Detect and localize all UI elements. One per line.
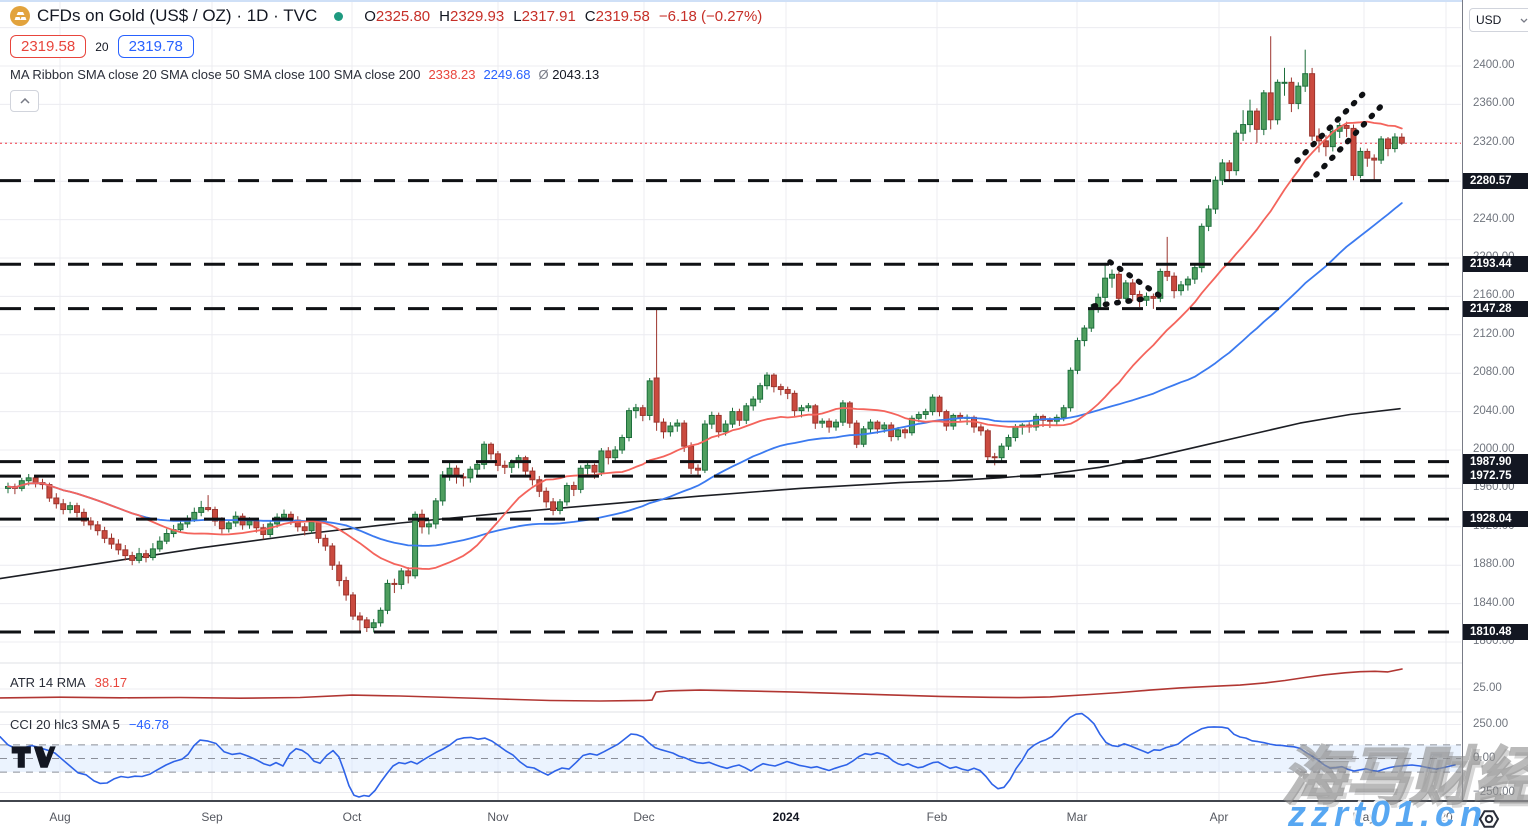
collapse-legend-button[interactable] (10, 90, 39, 112)
tradingview-logo-icon[interactable] (10, 745, 56, 777)
price-tick-label: 2160.00 (1473, 289, 1515, 302)
price-level-tag: 1928.04 (1463, 511, 1528, 528)
sma200-value: Ø 2043.13 (538, 67, 600, 82)
time-axis-label: Nov (487, 810, 509, 824)
price-level-tag: 2193.44 (1463, 256, 1528, 273)
cci-value: −46.78 (128, 717, 169, 732)
price-axis[interactable]: USD 2400.002360.002320.002240.002200.002… (1462, 0, 1528, 800)
time-axis-label: Dec (633, 810, 655, 824)
chevron-down-icon (1520, 18, 1528, 23)
ma-ribbon-label[interactable]: MA Ribbon SMA close 20 SMA close 50 SMA … (10, 67, 421, 82)
market-status-icon[interactable] (334, 11, 344, 21)
time-axis-label: Sep (201, 810, 223, 824)
cci-tick-label: 0.00 (1473, 751, 1496, 764)
price-level-tag: 2280.57 (1463, 172, 1528, 189)
pane-highlight-line (0, 0, 1462, 2)
cci-pane-legend: CCI 20 hlc3 SMA 5 −46.78 (10, 717, 169, 732)
cci-tick-label: 250.00 (1473, 717, 1509, 730)
price-tick-label: 2040.00 (1473, 404, 1515, 417)
price-level-tag: 1972.75 (1463, 468, 1528, 485)
chart-legend: CFDs on Gold (US$ / OZ) · 1D · TVC O2325… (10, 6, 762, 112)
price-tick-label: 2120.00 (1473, 327, 1515, 340)
cci-tick-label: −250.00 (1473, 785, 1515, 798)
time-axis-label: Feb (926, 810, 948, 824)
sell-button[interactable]: 2319.58 (10, 35, 87, 58)
price-tick-label: 2320.00 (1473, 135, 1515, 148)
sma50-value: 2249.68 (483, 67, 531, 82)
price-tick-label: 1960.00 (1473, 481, 1515, 494)
atr-label[interactable]: ATR 14 RMA (10, 675, 86, 690)
sma20-value: 2338.23 (428, 67, 476, 82)
symbol-title[interactable]: CFDs on Gold (US$ / OZ) · 1D · TVC (37, 6, 318, 25)
gear-icon[interactable] (1478, 808, 1500, 832)
time-axis-label: Apr (1209, 810, 1229, 824)
price-level-tag: 1810.48 (1463, 623, 1528, 640)
time-axis-label: Oct (342, 810, 362, 824)
price-tick-label: 1880.00 (1473, 558, 1515, 571)
atr-tick-label: 25.00 (1473, 682, 1502, 694)
price-level-tag: 1987.90 (1463, 453, 1528, 470)
atr-pane-legend: ATR 14 RMA 38.17 (10, 675, 127, 690)
time-axis-label: 20 (1439, 810, 1453, 824)
ohlc-values: O2325.80 H2329.93 L2317.91 C2319.58 −6.1… (364, 7, 763, 25)
time-axis-label: Mar (1066, 810, 1088, 824)
time-axis-label: May (1352, 810, 1376, 824)
price-tick-label: 2360.00 (1473, 97, 1515, 110)
candles (5, 36, 1405, 633)
chevron-up-icon (19, 98, 30, 104)
price-tick-label: 2000.00 (1473, 443, 1515, 455)
spread-value: 20 (95, 39, 109, 54)
price-tick-label: 2400.00 (1473, 59, 1515, 71)
price-change: −6.18 (−0.27%) (658, 7, 763, 25)
price-level-tag: 2147.28 (1463, 300, 1528, 317)
time-axis[interactable]: Aug Sep Oct Nov Dec 2024 Feb Mar Apr May 20 (0, 800, 1528, 832)
price-tick-label: 2240.00 (1473, 212, 1515, 225)
time-axis-label: 2024 (772, 810, 800, 824)
cci-label[interactable]: CCI 20 hlc3 SMA 5 (10, 717, 120, 732)
price-tick-label: 2080.00 (1473, 366, 1515, 379)
currency-selector[interactable]: USD (1469, 8, 1528, 32)
price-tick-label: 1840.00 (1473, 596, 1515, 609)
atr-value: 38.17 (94, 675, 128, 690)
gold-symbol-icon (10, 6, 30, 26)
time-axis-label: Aug (49, 810, 71, 824)
buy-button[interactable]: 2319.78 (117, 35, 194, 58)
